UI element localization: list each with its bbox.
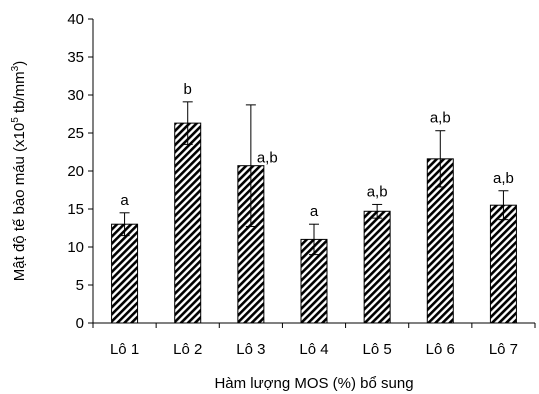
- significance-label: a,b: [367, 183, 388, 200]
- bar: [174, 122, 202, 324]
- bars: a b a,b a a,b a,b a,b: [111, 81, 517, 324]
- x-tick-label: Lô 3: [236, 341, 265, 358]
- significance-label: a,b: [493, 170, 514, 187]
- y-axis-title-exponent-2: 3: [10, 65, 21, 71]
- x-tick-label: Lô 7: [489, 341, 518, 358]
- significance-label: a,b: [430, 110, 451, 127]
- y-tick-label: 0: [76, 315, 84, 332]
- significance-label: a: [120, 192, 129, 209]
- x-axis: Lô 1 Lô 2 Lô 3 Lô 4 Lô 5 Lô 6 Lô 7: [92, 322, 536, 358]
- x-tick-label: Lô 6: [426, 341, 455, 358]
- y-tick-label: 5: [76, 277, 84, 294]
- significance-label: a,b: [257, 150, 278, 167]
- bar: [489, 204, 517, 324]
- y-axis-title-prefix: Mật độ tế bào máu (x10: [11, 123, 28, 281]
- y-axis-title: Mật độ tế bào máu (x105 tb/mm3): [10, 61, 28, 281]
- y-tick-label: 20: [67, 163, 84, 180]
- y-tick-label: 30: [67, 87, 84, 104]
- significance-label: a: [310, 203, 319, 220]
- significance-label: b: [184, 81, 192, 98]
- bar: [111, 223, 139, 324]
- y-axis-title-suffix: ): [11, 61, 28, 66]
- y-axis-title-unit: tb/mm: [11, 71, 28, 117]
- x-tick-label: Lô 1: [110, 341, 139, 358]
- x-tick-label: Lô 2: [173, 341, 202, 358]
- x-axis-title: Hàm lượng MOS (%) bổ sung: [214, 375, 413, 392]
- y-axis: 0 5 10 15 20 25 30 35 40: [67, 11, 94, 332]
- y-tick-label: 35: [67, 49, 84, 66]
- y-axis-title-exponent: 5: [10, 117, 21, 123]
- y-tick-label: 25: [67, 125, 84, 142]
- y-tick-label: 40: [67, 11, 84, 28]
- x-tick-label: Lô 4: [299, 341, 328, 358]
- bar: [363, 210, 391, 324]
- y-tick-label: 15: [67, 201, 84, 218]
- y-tick-label: 10: [67, 239, 84, 256]
- x-tick-label: Lô 5: [363, 341, 392, 358]
